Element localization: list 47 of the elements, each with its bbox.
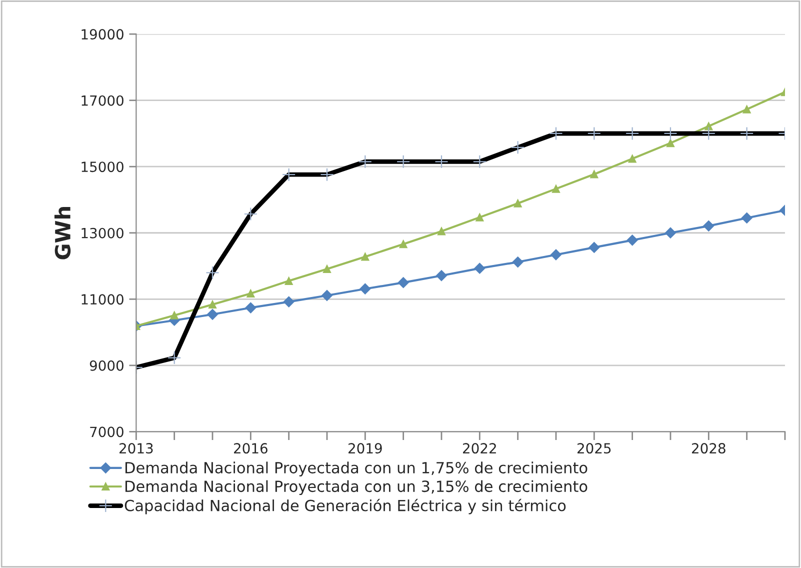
x-tick-label: 2022 [463, 443, 496, 454]
point [208, 300, 217, 308]
point [399, 240, 408, 248]
x-tick-label: 2025 [578, 443, 611, 454]
y-tick-label: 11000 [82, 294, 124, 305]
point [170, 311, 178, 320]
x-tick-label: 2019 [348, 443, 382, 454]
point [245, 302, 256, 314]
point [322, 264, 332, 274]
legend-label: Demanda Nacional Proyectada con un 3,15% de crecimiento [125, 480, 588, 496]
point [360, 283, 371, 294]
point [741, 212, 752, 224]
point [283, 296, 294, 308]
point [436, 270, 447, 282]
point [703, 220, 714, 232]
point [666, 139, 675, 148]
point [552, 184, 560, 193]
x-tick-label: 2013 [120, 443, 153, 454]
point [514, 199, 522, 208]
y-tick-label: 13000 [82, 228, 124, 238]
point [437, 227, 446, 236]
y-tick-label: 9000 [90, 360, 124, 371]
y-tick-label: 7000 [90, 426, 124, 438]
point [512, 256, 524, 268]
y-tick-label: 17000 [82, 95, 124, 106]
point [476, 213, 484, 222]
y-tick-label: 15000 [82, 162, 124, 172]
point [590, 170, 598, 178]
point [284, 276, 293, 285]
point [665, 227, 676, 238]
point [474, 262, 486, 274]
point [207, 308, 218, 320]
point [588, 242, 600, 253]
x-tick-label: 2016 [234, 443, 268, 454]
y-tick-label: 19000 [82, 29, 124, 40]
point [246, 289, 255, 298]
point [361, 252, 370, 261]
point [626, 234, 638, 246]
legend-label: Demanda Nacional Proyectada con un 1,75% de crecimiento [125, 462, 588, 476]
point [742, 105, 751, 114]
x-tick-label: 2028 [692, 443, 726, 454]
legend-label: Capacidad Nacional de Generación Eléctrica y sin térmico [124, 498, 566, 514]
point [550, 249, 562, 260]
point [628, 154, 636, 163]
point [322, 290, 332, 301]
point [398, 277, 409, 288]
y-axis-title: GWh [54, 207, 71, 260]
